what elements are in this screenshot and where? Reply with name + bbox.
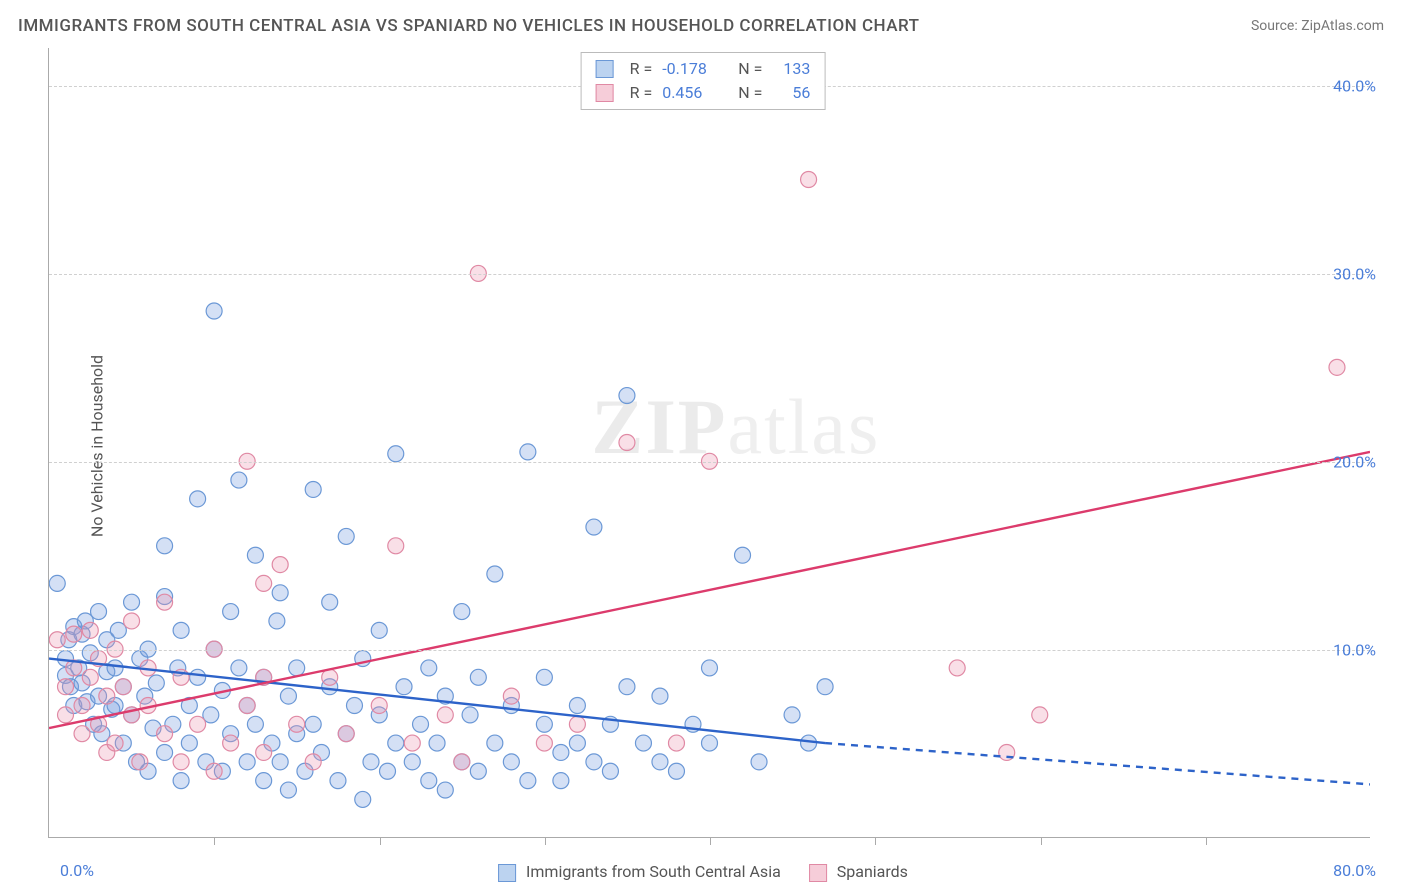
x-axis-min-label: 0.0% [60,861,94,880]
plot-area: ZIPatlas [48,48,1370,838]
legend-label-2: Spaniards [837,862,908,881]
stats-legend: R =-0.178 N =133 R =0.456 N =56 [581,52,826,110]
source-attribution: Source: ZipAtlas.com [1251,18,1384,34]
y-tick-label: 10.0% [1333,640,1376,659]
x-axis-max-label: 80.0% [1333,861,1376,880]
stats-row-series-2: R =0.456 N =56 [596,81,811,105]
series-legend: Immigrants from South Central Asia Spani… [498,862,908,882]
y-tick-label: 40.0% [1333,76,1376,95]
chart-title: IMMIGRANTS FROM SOUTH CENTRAL ASIA VS SP… [18,16,920,36]
swatch-series-1b [498,864,516,882]
swatch-series-2 [596,84,614,102]
y-tick-label: 20.0% [1333,452,1376,471]
legend-item-series-2: Spaniards [809,862,908,882]
swatch-series-2b [809,864,827,882]
legend-item-series-1: Immigrants from South Central Asia [498,862,781,882]
stats-row-series-1: R =-0.178 N =133 [596,57,811,81]
scatter-svg [49,48,1370,837]
legend-label-1: Immigrants from South Central Asia [526,862,781,881]
y-tick-label: 30.0% [1333,264,1376,283]
swatch-series-1 [596,60,614,78]
